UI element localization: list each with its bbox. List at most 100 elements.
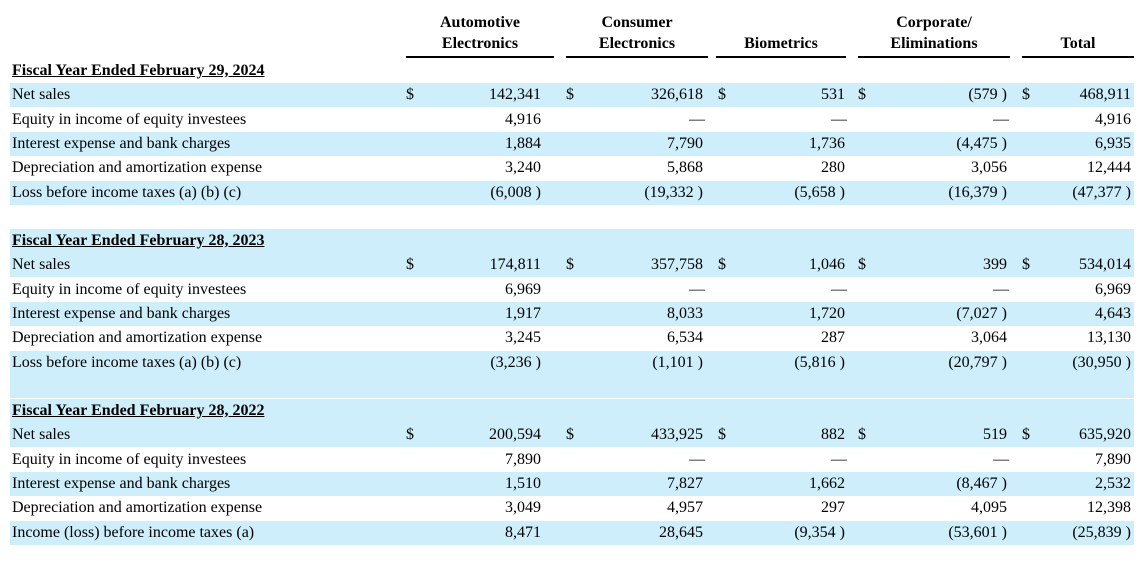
- table-cell-value: 399: [983, 256, 1007, 274]
- table-cell-value: 4,643: [1095, 304, 1131, 322]
- section-title: Fiscal Year Ended February 28, 2022: [12, 402, 265, 419]
- currency-symbol: $: [406, 256, 414, 274]
- table-cell-value: —: [831, 450, 847, 468]
- currency-symbol: $: [718, 426, 726, 444]
- table-cell-value: 3,049: [505, 499, 541, 517]
- table-cell-value: 200,594: [489, 426, 541, 444]
- table-cell-value: 1,884: [505, 134, 541, 152]
- table-cell-value: (5,816 ): [794, 353, 845, 371]
- table-cell-value: 468,911: [1079, 86, 1131, 104]
- table-cell-value: 519: [983, 426, 1007, 444]
- row-label: Loss before income taxes (a) (b) (c): [12, 353, 242, 371]
- table-row: Equity in income of equity investees 6,96…: [10, 278, 1134, 302]
- table-cell-value: —: [993, 280, 1009, 298]
- table-row: Depreciation and amortization expense 3,2…: [10, 326, 1134, 350]
- table-cell-value: 534,014: [1079, 256, 1131, 274]
- section-title-row: Fiscal Year Ended February 28, 2022: [10, 399, 1134, 423]
- col-header-rule: [566, 56, 708, 58]
- currency-symbol: $: [718, 86, 726, 104]
- table-cell-value: —: [689, 280, 705, 298]
- table-cell-value: (8,467 ): [956, 474, 1007, 492]
- table-cell-value: 13,130: [1087, 329, 1131, 347]
- table-row: Net sales $200,594 $433,925 $882 $519 $635,92…: [10, 423, 1134, 448]
- table-cell-value: 2,532: [1095, 474, 1131, 492]
- row-label: Equity in income of equity investees: [12, 280, 247, 298]
- table-cell-value: 12,398: [1087, 499, 1131, 517]
- table-cell-value: 6,534: [667, 329, 703, 347]
- table-row: Interest expense and bank charges 1,884 7,…: [10, 131, 1134, 156]
- table-cell-value: —: [831, 110, 847, 128]
- table-cell-value: 635,920: [1079, 426, 1131, 444]
- table-row: Equity in income of equity investees 4,91…: [10, 108, 1134, 132]
- table-cell-value: 1,720: [809, 304, 845, 322]
- table-cell-value: 1,510: [505, 474, 541, 492]
- col-header-total: Total: [1060, 35, 1096, 52]
- table-cell-value: 297: [821, 499, 845, 517]
- currency-symbol: $: [858, 86, 866, 104]
- currency-symbol: $: [1022, 426, 1030, 444]
- currency-symbol: $: [858, 426, 866, 444]
- spacer-row: [10, 374, 1134, 398]
- table-cell-value: —: [993, 110, 1009, 128]
- table-cell-value: (579 ): [968, 86, 1007, 104]
- table-cell-value: (19,332 ): [644, 183, 703, 201]
- table-cell-value: 8,033: [667, 304, 703, 322]
- table-cell-value: 3,240: [505, 159, 541, 177]
- table-cell-value: 1,917: [505, 304, 541, 322]
- table-cell-value: (30,950 ): [1072, 353, 1131, 371]
- table-cell-value: 326,618: [651, 86, 703, 104]
- row-label: Depreciation and amortization expense: [12, 159, 263, 177]
- table-cell-value: 5,868: [667, 159, 703, 177]
- section-title-row: Fiscal Year Ended February 28, 2023: [10, 229, 1134, 253]
- col-header-corporate: Corporate/ Eliminations: [890, 14, 978, 52]
- table-row: Depreciation and amortization expense 3,2…: [10, 156, 1134, 180]
- row-label: Net sales: [12, 86, 71, 104]
- row-label: Loss before income taxes (a) (b) (c): [12, 183, 242, 201]
- table-cell-value: 6,969: [1095, 280, 1131, 298]
- col-header-rule: [858, 56, 1010, 58]
- table-cell-value: 7,890: [1095, 450, 1131, 468]
- currency-symbol: $: [1022, 86, 1030, 104]
- table-cell-value: 12,444: [1087, 159, 1131, 177]
- row-label: Depreciation and amortization expense: [12, 499, 263, 517]
- table-row: Net sales $142,341 $326,618 $531 $ (579 ) $468…: [10, 83, 1134, 108]
- table-cell-value: 1,662: [809, 474, 845, 492]
- section-title-row: Fiscal Year Ended February 29, 2024: [10, 59, 1134, 83]
- row-label: Depreciation and amortization expense: [12, 329, 263, 347]
- row-label: Interest expense and bank charges: [12, 134, 231, 152]
- table-cell-value: (3,236 ): [490, 353, 541, 371]
- table-cell-value: 28,645: [659, 523, 703, 541]
- table-row: Interest expense and bank charges 1,510 7,…: [10, 471, 1134, 496]
- section-title: Fiscal Year Ended February 29, 2024: [12, 62, 265, 79]
- table-cell-value: 8,471: [505, 523, 541, 541]
- col-header-rule: [406, 56, 554, 58]
- table-cell-value: (16,379 ): [948, 183, 1007, 201]
- table-cell-value: 882: [821, 426, 845, 444]
- table-cell-value: (6,008 ): [490, 183, 541, 201]
- table-cell-value: 287: [821, 329, 845, 347]
- col-header-rule: [1022, 56, 1134, 58]
- table-cell-value: (4,475 ): [956, 134, 1007, 152]
- table-cell-value: 433,925: [651, 426, 703, 444]
- section-title: Fiscal Year Ended February 28, 2023: [12, 232, 265, 249]
- row-label: Income (loss) before income taxes (a): [12, 523, 255, 541]
- table-cell-value: 142,341: [489, 86, 541, 104]
- table-cell-value: 7,890: [505, 450, 541, 468]
- currency-symbol: $: [858, 256, 866, 274]
- col-header-rule: [716, 56, 846, 58]
- currency-symbol: $: [406, 86, 414, 104]
- table-cell-value: 174,811: [489, 256, 541, 274]
- table-cell-value: —: [993, 450, 1009, 468]
- row-label: Equity in income of equity investees: [12, 450, 247, 468]
- table-row: Income (loss) before income taxes (a) 8,4…: [10, 520, 1134, 545]
- table-cell-value: (53,601 ): [948, 523, 1007, 541]
- table-cell-value: (20,797 ): [948, 353, 1007, 371]
- table-cell-value: 7,827: [667, 474, 703, 492]
- table-row: Loss before income taxes (a) (b) (c) (3,2…: [10, 350, 1134, 375]
- table-cell-value: 4,916: [1095, 110, 1131, 128]
- table-cell-value: (5,658 ): [794, 183, 845, 201]
- table-cell-value: 4,916: [505, 110, 541, 128]
- currency-symbol: $: [566, 426, 574, 444]
- table-cell-value: 4,095: [971, 499, 1007, 517]
- table-cell-value: (9,354 ): [794, 523, 845, 541]
